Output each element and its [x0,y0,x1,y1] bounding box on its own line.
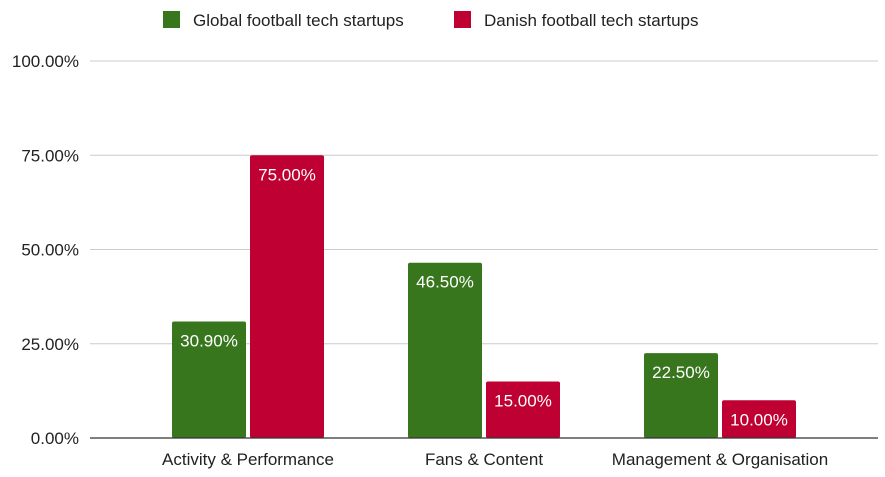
data-label: 10.00% [730,410,788,429]
bar [408,262,482,438]
x-category-label: Activity & Performance [162,450,334,469]
bar [250,155,324,438]
data-label: 75.00% [258,165,316,184]
y-tick-label: 50.00% [21,241,79,260]
data-label: 15.00% [494,391,552,410]
data-label: 30.90% [180,332,238,351]
x-category-label: Fans & Content [425,450,543,469]
legend-swatch [163,11,180,28]
x-category-label: Management & Organisation [612,450,828,469]
data-label: 46.50% [416,273,474,292]
bar [172,321,246,438]
legend-swatch [454,11,471,28]
bar [644,353,718,438]
legend: Global football tech startups Danish foot… [163,11,699,30]
legend-label: Global football tech startups [193,11,404,30]
y-axis: 0.00% 25.00% 50.00% 75.00% 100.00% [12,52,79,448]
data-label: 22.50% [652,363,710,382]
bar [486,381,560,438]
y-tick-label: 75.00% [21,146,79,165]
legend-label: Danish football tech startups [484,11,699,30]
y-tick-label: 100.00% [12,52,79,71]
bars: 30.90% 75.00% 46.50% 15.00% 22.50% 10.00% [172,155,796,438]
gridlines [90,60,878,345]
y-tick-label: 0.00% [31,429,79,448]
x-axis: Activity & Performance Fans & Content Mana… [90,437,878,469]
bar [722,400,796,438]
y-tick-label: 25.00% [21,335,79,354]
